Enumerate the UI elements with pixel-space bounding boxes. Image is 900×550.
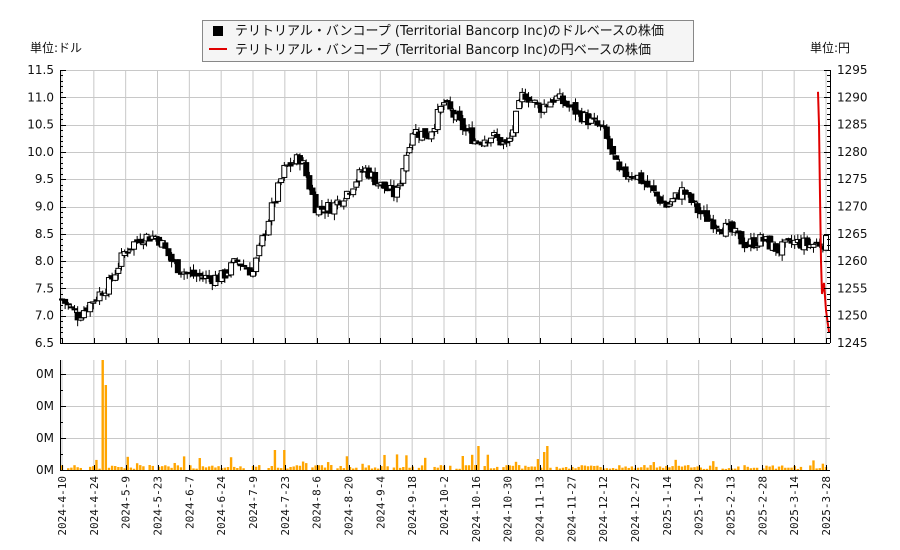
x-tick-label: 2024-8-6	[311, 476, 324, 529]
x-tick-label: 2024-11-13	[534, 476, 547, 542]
x-tick-label: 2025-2-28	[756, 476, 769, 536]
volume-grid	[60, 360, 830, 470]
x-tick-label: 2024-9-4	[374, 476, 387, 529]
y-tick-left: 11.5	[27, 63, 54, 77]
jpy-price-line	[817, 91, 830, 333]
x-tick-label: 2025-3-14	[788, 476, 801, 536]
x-tick-label: 2024-4-24	[88, 476, 101, 536]
x-tick-label: 2024-12-27	[629, 476, 642, 542]
y-tick-right: 1295	[837, 63, 868, 77]
x-tick-label: 2024-8-20	[343, 476, 356, 536]
x-tick-label: 2025-3-28	[820, 476, 833, 536]
y-tick-right: 1245	[837, 336, 868, 350]
candlestick-series	[59, 88, 829, 327]
y-tick-left: 10.0	[27, 145, 54, 159]
right-axis-unit: 単位:円	[810, 41, 851, 55]
x-tick-label: 2024-7-9	[247, 476, 260, 529]
x-tick-label: 2024-6-7	[183, 476, 196, 529]
y-tick-left: 7.5	[35, 281, 54, 295]
x-tick-label: 2024-10-30	[502, 476, 515, 542]
y-tick-right: 1285	[837, 118, 868, 132]
volume-tick: 0M	[36, 431, 54, 445]
axes	[60, 70, 831, 471]
chart-legend: テリトリアル・バンコープ (Territorial Bancorp Inc)のド…	[202, 20, 694, 62]
x-tick-label: 2024-10-16	[470, 476, 483, 542]
volume-tick: 0M	[36, 399, 54, 413]
volume-axis-labels: 0M 0M 0M 0M	[36, 367, 54, 477]
x-axis-date-labels: 2024-4-10 2024-4-24 2024-5-9 2024-5-23 2024-…	[56, 476, 833, 543]
x-tick-label: 2024-9-18	[406, 476, 419, 536]
y-tick-right: 1275	[837, 172, 868, 186]
y-tick-left: 6.5	[35, 336, 54, 350]
x-tick-label: 2025-1-14	[661, 476, 674, 536]
y-axis-right-labels: 1295 1290 1285 1280 1275 1270 1265 1260 1255 1250…	[837, 63, 868, 350]
y-tick-left: 10.5	[27, 118, 54, 132]
volume-bars	[60, 360, 828, 470]
y-tick-left: 11.0	[27, 90, 54, 104]
y-tick-left: 9.5	[35, 172, 54, 186]
y-tick-right: 1250	[837, 309, 868, 323]
x-tick-label: 2024-5-9	[120, 476, 133, 529]
legend-jpy-label: テリトリアル・バンコープ (Territorial Bancorp Inc)の円…	[235, 43, 652, 58]
x-tick-label: 2024-4-10	[56, 476, 69, 536]
y-tick-right: 1270	[837, 200, 868, 214]
red-line-icon	[209, 48, 227, 50]
legend-item-jpy: テリトリアル・バンコープ (Territorial Bancorp Inc)の円…	[209, 42, 651, 60]
y-tick-right: 1260	[837, 254, 868, 268]
y-tick-right: 1280	[837, 145, 868, 159]
y-axis-left-labels: 11.5 11.0 10.5 10.0 9.5 9.0 8.5 8.0 7.5 7.0 6.5	[27, 63, 54, 350]
y-tick-right: 1265	[837, 227, 868, 241]
x-tick-label: 2025-2-13	[725, 476, 738, 536]
x-tick-label: 2024-7-23	[279, 476, 292, 536]
y-tick-left: 7.0	[35, 309, 54, 323]
y-tick-right: 1255	[837, 281, 868, 295]
x-tick-label: 2024-11-27	[565, 476, 578, 542]
volume-tick: 0M	[36, 367, 54, 381]
x-tick-label: 2024-6-24	[215, 476, 228, 536]
x-tick-label: 2025-1-29	[693, 476, 706, 536]
black-square-icon	[213, 26, 223, 36]
y-tick-left: 8.5	[35, 227, 54, 241]
x-tick-label: 2024-12-12	[597, 476, 610, 542]
price-grid	[60, 70, 830, 344]
left-axis-unit: 単位:ドル	[30, 41, 83, 55]
x-tick-label: 2024-5-23	[152, 476, 165, 536]
volume-tick: 0M	[36, 463, 54, 477]
x-tick-label: 2024-10-2	[438, 476, 451, 536]
legend-item-usd: テリトリアル・バンコープ (Territorial Bancorp Inc)のド…	[209, 23, 664, 41]
legend-usd-label: テリトリアル・バンコープ (Territorial Bancorp Inc)のド…	[235, 24, 665, 39]
y-tick-left: 8.0	[35, 254, 54, 268]
y-tick-right: 1290	[837, 90, 868, 104]
y-tick-left: 9.0	[35, 200, 54, 214]
